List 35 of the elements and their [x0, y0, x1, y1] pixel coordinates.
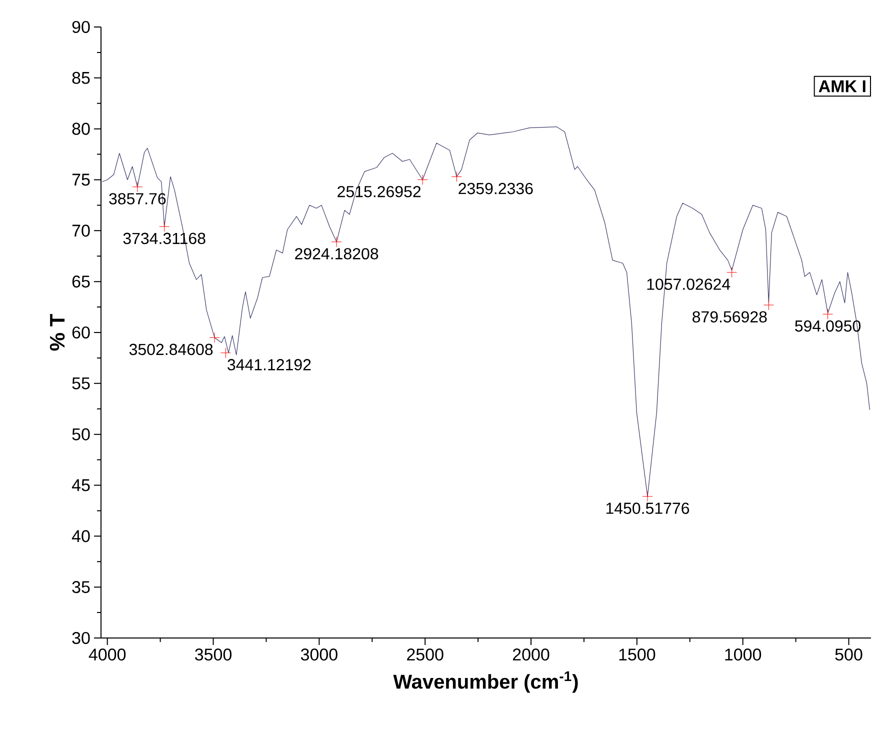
annotation: 2924.18208 — [295, 248, 378, 260]
y-tick-label: 60 — [72, 326, 90, 339]
y-tick-label: 75 — [72, 174, 90, 186]
x-tick-label: 500 — [835, 648, 862, 661]
y-tick-label: 40 — [72, 530, 90, 542]
y-tick-label: 50 — [72, 428, 90, 440]
annotation: 879.56928 — [692, 311, 767, 323]
y-tick-label: 70 — [72, 224, 90, 237]
annotation: 1057.02624 — [647, 278, 730, 290]
x-tick-label: 3500 — [195, 648, 232, 661]
x-tick-label: 3000 — [300, 648, 338, 661]
y-tick-label: 55 — [72, 377, 90, 390]
annotation: 3502.84608 — [129, 344, 213, 356]
x-tick-label: 1500 — [619, 648, 656, 661]
annotation: 3441.12192 — [228, 359, 311, 370]
annotation: 594.0950 — [795, 320, 860, 332]
x-tick-label: 4000 — [88, 648, 126, 661]
annotation: 2515.26952 — [338, 186, 421, 198]
y-axis-title: % T — [50, 314, 65, 351]
y-tick-label: 30 — [72, 632, 90, 644]
annotation: 3857.76 — [109, 193, 166, 204]
annotation: 1450.51776 — [606, 502, 690, 514]
y-tick-label: 90 — [72, 20, 90, 34]
y-tick-label: 65 — [72, 276, 90, 288]
y-tick-label: 45 — [72, 479, 90, 492]
x-tick-label: 2500 — [407, 648, 444, 661]
y-tick-label: 35 — [72, 581, 90, 594]
x-axis-title: Wavenumber (cm$^{-1}$) — [393, 671, 578, 693]
annotation: 2359.2336 — [458, 182, 533, 194]
annotation: 3734.31168 — [123, 232, 206, 244]
y-tick-label: 85 — [72, 72, 90, 84]
annotation: AMK I — [818, 80, 866, 92]
x-tick-label: 1000 — [725, 648, 762, 661]
x-tick-label: 2000 — [512, 648, 550, 661]
y-tick-label: 80 — [72, 122, 90, 135]
